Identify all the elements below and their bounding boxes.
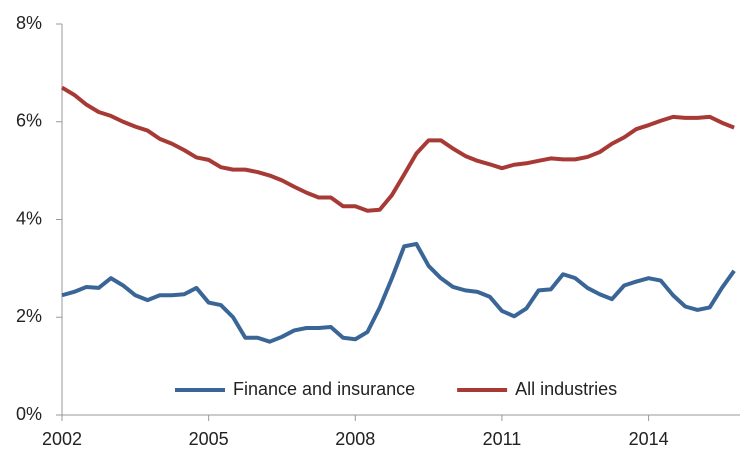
legend-label: Finance and insurance bbox=[233, 379, 415, 399]
y-tick-label: 4% bbox=[16, 208, 42, 228]
series-line bbox=[61, 241, 736, 344]
x-tick-label: 2011 bbox=[483, 429, 522, 449]
x-tick-label: 2014 bbox=[629, 429, 669, 449]
x-tick-label: 2005 bbox=[189, 429, 229, 449]
y-tick-label: 8% bbox=[16, 13, 42, 33]
x-tick-label: 2008 bbox=[335, 429, 375, 449]
y-tick-label: 6% bbox=[16, 111, 42, 131]
legend-label: All industries bbox=[515, 379, 617, 399]
y-tick-label: 0% bbox=[16, 404, 42, 424]
x-tick-label: 2002 bbox=[42, 429, 82, 449]
y-tick-label: 2% bbox=[16, 306, 42, 326]
series-line bbox=[60, 85, 735, 213]
